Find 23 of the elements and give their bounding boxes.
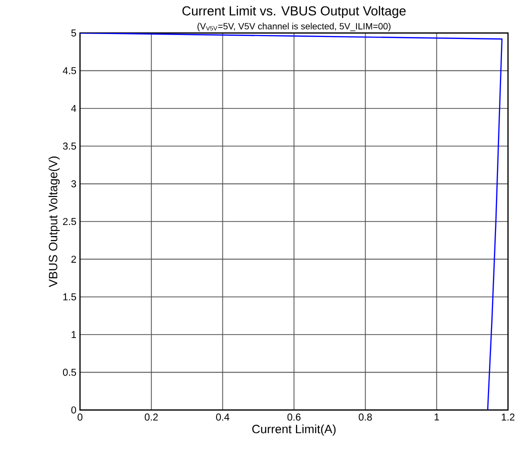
x-tick-label: 0.4 bbox=[216, 414, 230, 421]
y-tick-label: 0.5 bbox=[62, 368, 76, 376]
y-tick-label: 4.5 bbox=[62, 67, 76, 74]
y-tick-label: 3.5 bbox=[62, 142, 76, 150]
x-tick-label: 0.6 bbox=[287, 414, 301, 421]
line-series bbox=[80, 32, 503, 410]
y-tick-label: 2.5 bbox=[63, 218, 76, 226]
chart-title: Current Limit vs. VBUS Output Voltage bbox=[182, 6, 406, 18]
y-axis-title: VBUS Output Voltage(V) bbox=[48, 156, 60, 288]
y-tick-label: 4 bbox=[71, 104, 76, 112]
y-tick-label: 0 bbox=[71, 406, 76, 414]
y-tick-label: 3 bbox=[71, 180, 76, 188]
chart-subtitle: (V$_{V5V}$=5V, V5V channel is selected, 5V_ILIM=00) bbox=[198, 22, 390, 32]
x-tick-label: 0 bbox=[78, 414, 82, 421]
y-tick-label: 5 bbox=[71, 30, 76, 36]
x-axis-title: Current Limit(A) bbox=[252, 424, 336, 436]
y-tick-label: 1.5 bbox=[63, 293, 76, 300]
x-tick-label: 1.2 bbox=[502, 414, 514, 421]
x-tick-label: 1 bbox=[434, 414, 439, 420]
x-tick-label: 0.2 bbox=[144, 414, 158, 421]
y-tick-label: 1 bbox=[72, 331, 76, 338]
x-tick-label: 0.8 bbox=[358, 414, 372, 421]
y-tick-label: 2 bbox=[71, 256, 76, 263]
